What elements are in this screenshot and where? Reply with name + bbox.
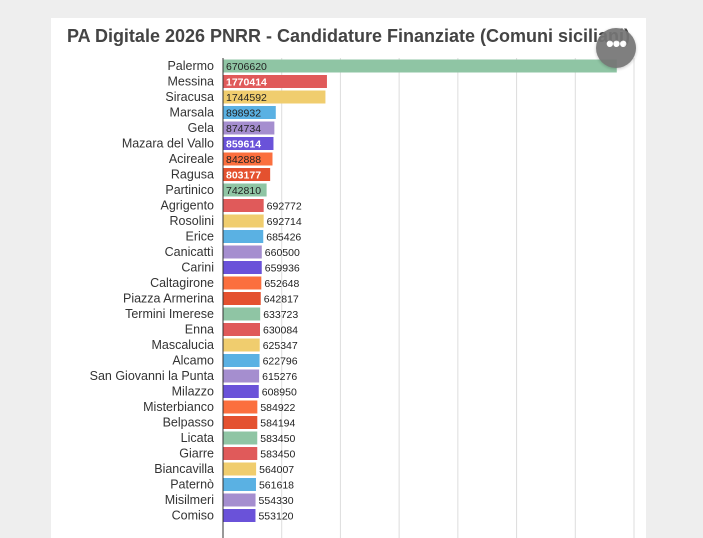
category-label: Agrigento: [160, 199, 214, 213]
value-label: 554330: [259, 495, 294, 507]
bar: [223, 323, 260, 336]
bar: [223, 60, 617, 73]
category-label: Caltagirone: [150, 276, 214, 290]
value-label: 6706620: [226, 61, 267, 73]
bar: [223, 339, 260, 352]
more-options-button[interactable]: •••: [596, 28, 636, 68]
value-label: 692714: [267, 216, 302, 228]
category-label: Mascalucia: [151, 338, 214, 352]
bar: [223, 370, 259, 383]
value-label: 685426: [266, 232, 301, 244]
category-label: Ragusa: [171, 168, 214, 182]
chart-card: PA Digitale 2026 PNRR - Candidature Fina…: [51, 18, 646, 538]
value-label: 1744592: [226, 92, 267, 104]
value-label: 564007: [259, 464, 294, 476]
value-label: 615276: [262, 371, 297, 383]
category-label: Rosolini: [170, 214, 214, 228]
value-label: 859614: [226, 139, 261, 151]
category-label: Marsala: [170, 106, 215, 120]
value-label: 561618: [259, 480, 294, 492]
bar: [223, 447, 257, 460]
category-label: Canicattì: [165, 245, 214, 259]
bar: [223, 416, 257, 429]
more-horizontal-icon: •••: [606, 33, 626, 55]
bar: [223, 463, 256, 476]
bar: [223, 385, 259, 398]
category-label: Acireale: [169, 152, 214, 166]
value-label: 622796: [263, 356, 298, 368]
value-label: 583450: [260, 433, 295, 445]
value-label: 553120: [258, 511, 293, 523]
value-label: 584922: [260, 402, 295, 414]
bar-chart: Palermo 6706620 Messina 1770414 Siracusa 1744…: [51, 18, 646, 538]
bar: [223, 494, 256, 507]
value-label: 874734: [226, 123, 261, 135]
value-label: 633723: [263, 309, 298, 321]
value-label: 803177: [226, 170, 261, 182]
value-label: 584194: [260, 418, 295, 430]
bar: [223, 354, 260, 367]
value-label: 1770414: [226, 77, 267, 89]
value-label: 652648: [264, 278, 299, 290]
bar: [223, 199, 264, 212]
bar: [223, 478, 256, 491]
value-label: 630084: [263, 325, 298, 337]
bar: [223, 509, 255, 522]
category-label: Belpasso: [163, 416, 214, 430]
bar: [223, 432, 257, 445]
value-label: 659936: [265, 263, 300, 275]
category-label: Paternò: [170, 478, 214, 492]
bar: [223, 292, 261, 305]
category-label: Piazza Armerina: [123, 292, 214, 306]
value-label: 660500: [265, 247, 300, 259]
value-label: 583450: [260, 449, 295, 461]
category-label: Partinico: [165, 183, 214, 197]
category-label: Comiso: [172, 509, 214, 523]
bar: [223, 401, 257, 414]
bar: [223, 215, 264, 228]
category-label: Milazzo: [172, 385, 214, 399]
bar: [223, 277, 261, 290]
category-label: Misilmeri: [165, 493, 214, 507]
value-label: 842888: [226, 154, 261, 166]
category-label: Palermo: [167, 59, 214, 73]
category-label: Siracusa: [165, 90, 214, 104]
value-label: 692772: [267, 201, 302, 213]
bar: [223, 308, 260, 321]
category-label: Giarre: [179, 447, 214, 461]
category-label: Mazara del Vallo: [122, 137, 214, 151]
category-label: Termini Imerese: [125, 307, 214, 321]
category-label: Messina: [167, 75, 214, 89]
bar: [223, 230, 263, 243]
category-label: Erice: [186, 230, 215, 244]
value-label: 625347: [263, 340, 298, 352]
category-label: Licata: [181, 431, 214, 445]
category-label: Biancavilla: [154, 462, 214, 476]
value-label: 608950: [262, 387, 297, 399]
bar: [223, 246, 262, 259]
category-label: San Giovanni la Punta: [90, 369, 214, 383]
category-label: Carini: [181, 261, 214, 275]
category-label: Enna: [185, 323, 214, 337]
value-label: 898932: [226, 108, 261, 120]
bar: [223, 261, 262, 274]
category-label: Gela: [188, 121, 214, 135]
value-label: 642817: [264, 294, 299, 306]
value-label: 742810: [226, 185, 261, 197]
category-label: Misterbianco: [143, 400, 214, 414]
category-label: Alcamo: [172, 354, 214, 368]
